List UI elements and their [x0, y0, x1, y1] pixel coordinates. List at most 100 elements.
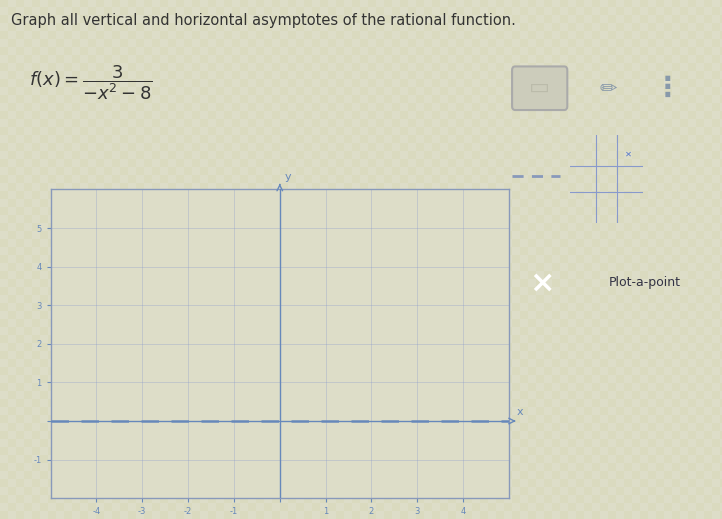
Bar [64, 55, 72, 63]
Bar [216, 95, 224, 103]
Bar [272, 159, 280, 167]
Bar [120, 391, 128, 399]
Bar [384, 239, 392, 247]
Bar [8, 311, 16, 319]
Bar [480, 47, 488, 55]
Bar [680, 7, 688, 15]
Bar [336, 127, 344, 135]
Bar [40, 407, 48, 415]
Bar [112, 415, 120, 423]
Bar [32, 31, 40, 39]
Bar [488, 127, 496, 135]
Bar [336, 143, 344, 151]
Bar [512, 391, 520, 399]
Bar [72, 71, 80, 79]
Bar [248, 223, 256, 231]
Bar [264, 407, 272, 415]
Bar [712, 351, 720, 359]
Bar [136, 407, 144, 415]
Bar [584, 391, 592, 399]
Bar [72, 87, 80, 95]
Bar [32, 343, 40, 351]
Bar [112, 503, 120, 511]
Bar [568, 31, 576, 39]
Bar [440, 471, 448, 479]
Bar [360, 223, 368, 231]
Bar [296, 247, 304, 255]
Bar [480, 223, 488, 231]
Bar [8, 31, 16, 39]
Bar [312, 439, 320, 447]
Bar [528, 71, 536, 79]
Bar [336, 23, 344, 31]
Bar [712, 439, 720, 447]
Bar [600, 143, 608, 151]
Bar [328, 511, 336, 519]
Bar [480, 359, 488, 367]
Bar [344, 47, 352, 55]
Bar [520, 303, 528, 311]
Bar [64, 303, 72, 311]
Bar [264, 319, 272, 327]
Bar [384, 39, 392, 47]
Bar [560, 471, 568, 479]
Bar [64, 151, 72, 159]
Bar [520, 359, 528, 367]
Bar [504, 47, 512, 55]
Bar [624, 103, 632, 111]
Bar [432, 143, 440, 151]
Bar [240, 431, 248, 439]
Bar [88, 287, 96, 295]
Bar [512, 95, 520, 103]
Bar [192, 239, 200, 247]
Bar [656, 207, 664, 215]
Bar [80, 7, 88, 15]
Bar [352, 343, 360, 351]
Bar [480, 87, 488, 95]
Bar [688, 151, 696, 159]
Bar [472, 207, 480, 215]
Bar [128, 511, 136, 519]
Bar [160, 23, 168, 31]
Bar [368, 207, 376, 215]
Bar [512, 455, 520, 463]
Bar [56, 7, 64, 15]
Bar [240, 447, 248, 455]
Bar [80, 375, 88, 383]
Bar [520, 319, 528, 327]
Bar [280, 287, 288, 295]
Bar [384, 295, 392, 303]
Bar [400, 103, 408, 111]
Bar [160, 207, 168, 215]
Bar [536, 391, 544, 399]
Bar [392, 439, 400, 447]
Bar [72, 135, 80, 143]
Bar [376, 287, 384, 295]
Bar [528, 423, 536, 431]
Bar [88, 503, 96, 511]
Bar [344, 63, 352, 71]
Bar [312, 231, 320, 239]
Bar [432, 407, 440, 415]
Bar [24, 87, 32, 95]
Bar [304, 31, 312, 39]
Bar [600, 343, 608, 351]
Bar [688, 127, 696, 135]
Bar [512, 55, 520, 63]
Bar [488, 135, 496, 143]
Bar [576, 295, 584, 303]
Bar [104, 383, 112, 391]
Bar [88, 351, 96, 359]
Bar [720, 151, 722, 159]
Bar [672, 415, 680, 423]
Bar [248, 391, 256, 399]
Bar [16, 319, 24, 327]
Bar [88, 391, 96, 399]
Bar [624, 31, 632, 39]
Bar [440, 407, 448, 415]
Bar [224, 103, 232, 111]
Bar [720, 191, 722, 199]
Bar [144, 487, 152, 495]
Bar [584, 111, 592, 119]
Bar [152, 471, 160, 479]
